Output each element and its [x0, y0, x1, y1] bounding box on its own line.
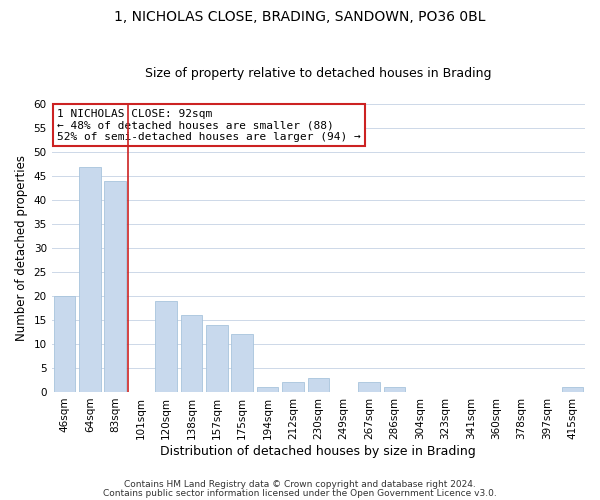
Text: Contains HM Land Registry data © Crown copyright and database right 2024.: Contains HM Land Registry data © Crown c…	[124, 480, 476, 489]
Y-axis label: Number of detached properties: Number of detached properties	[15, 155, 28, 341]
Bar	[53, 296, 75, 392]
Bar	[206, 325, 227, 392]
Bar	[308, 378, 329, 392]
Text: Contains public sector information licensed under the Open Government Licence v3: Contains public sector information licen…	[103, 488, 497, 498]
Bar	[79, 166, 101, 392]
Bar	[282, 382, 304, 392]
Bar	[181, 315, 202, 392]
Text: 1, NICHOLAS CLOSE, BRADING, SANDOWN, PO36 0BL: 1, NICHOLAS CLOSE, BRADING, SANDOWN, PO3…	[114, 10, 486, 24]
Bar	[155, 301, 177, 392]
Bar	[232, 334, 253, 392]
Title: Size of property relative to detached houses in Brading: Size of property relative to detached ho…	[145, 66, 491, 80]
Bar	[562, 387, 583, 392]
X-axis label: Distribution of detached houses by size in Brading: Distribution of detached houses by size …	[160, 444, 476, 458]
Text: 1 NICHOLAS CLOSE: 92sqm
← 48% of detached houses are smaller (88)
52% of semi-de: 1 NICHOLAS CLOSE: 92sqm ← 48% of detache…	[57, 108, 361, 142]
Bar	[384, 387, 406, 392]
Bar	[358, 382, 380, 392]
Bar	[104, 181, 126, 392]
Bar	[257, 387, 278, 392]
